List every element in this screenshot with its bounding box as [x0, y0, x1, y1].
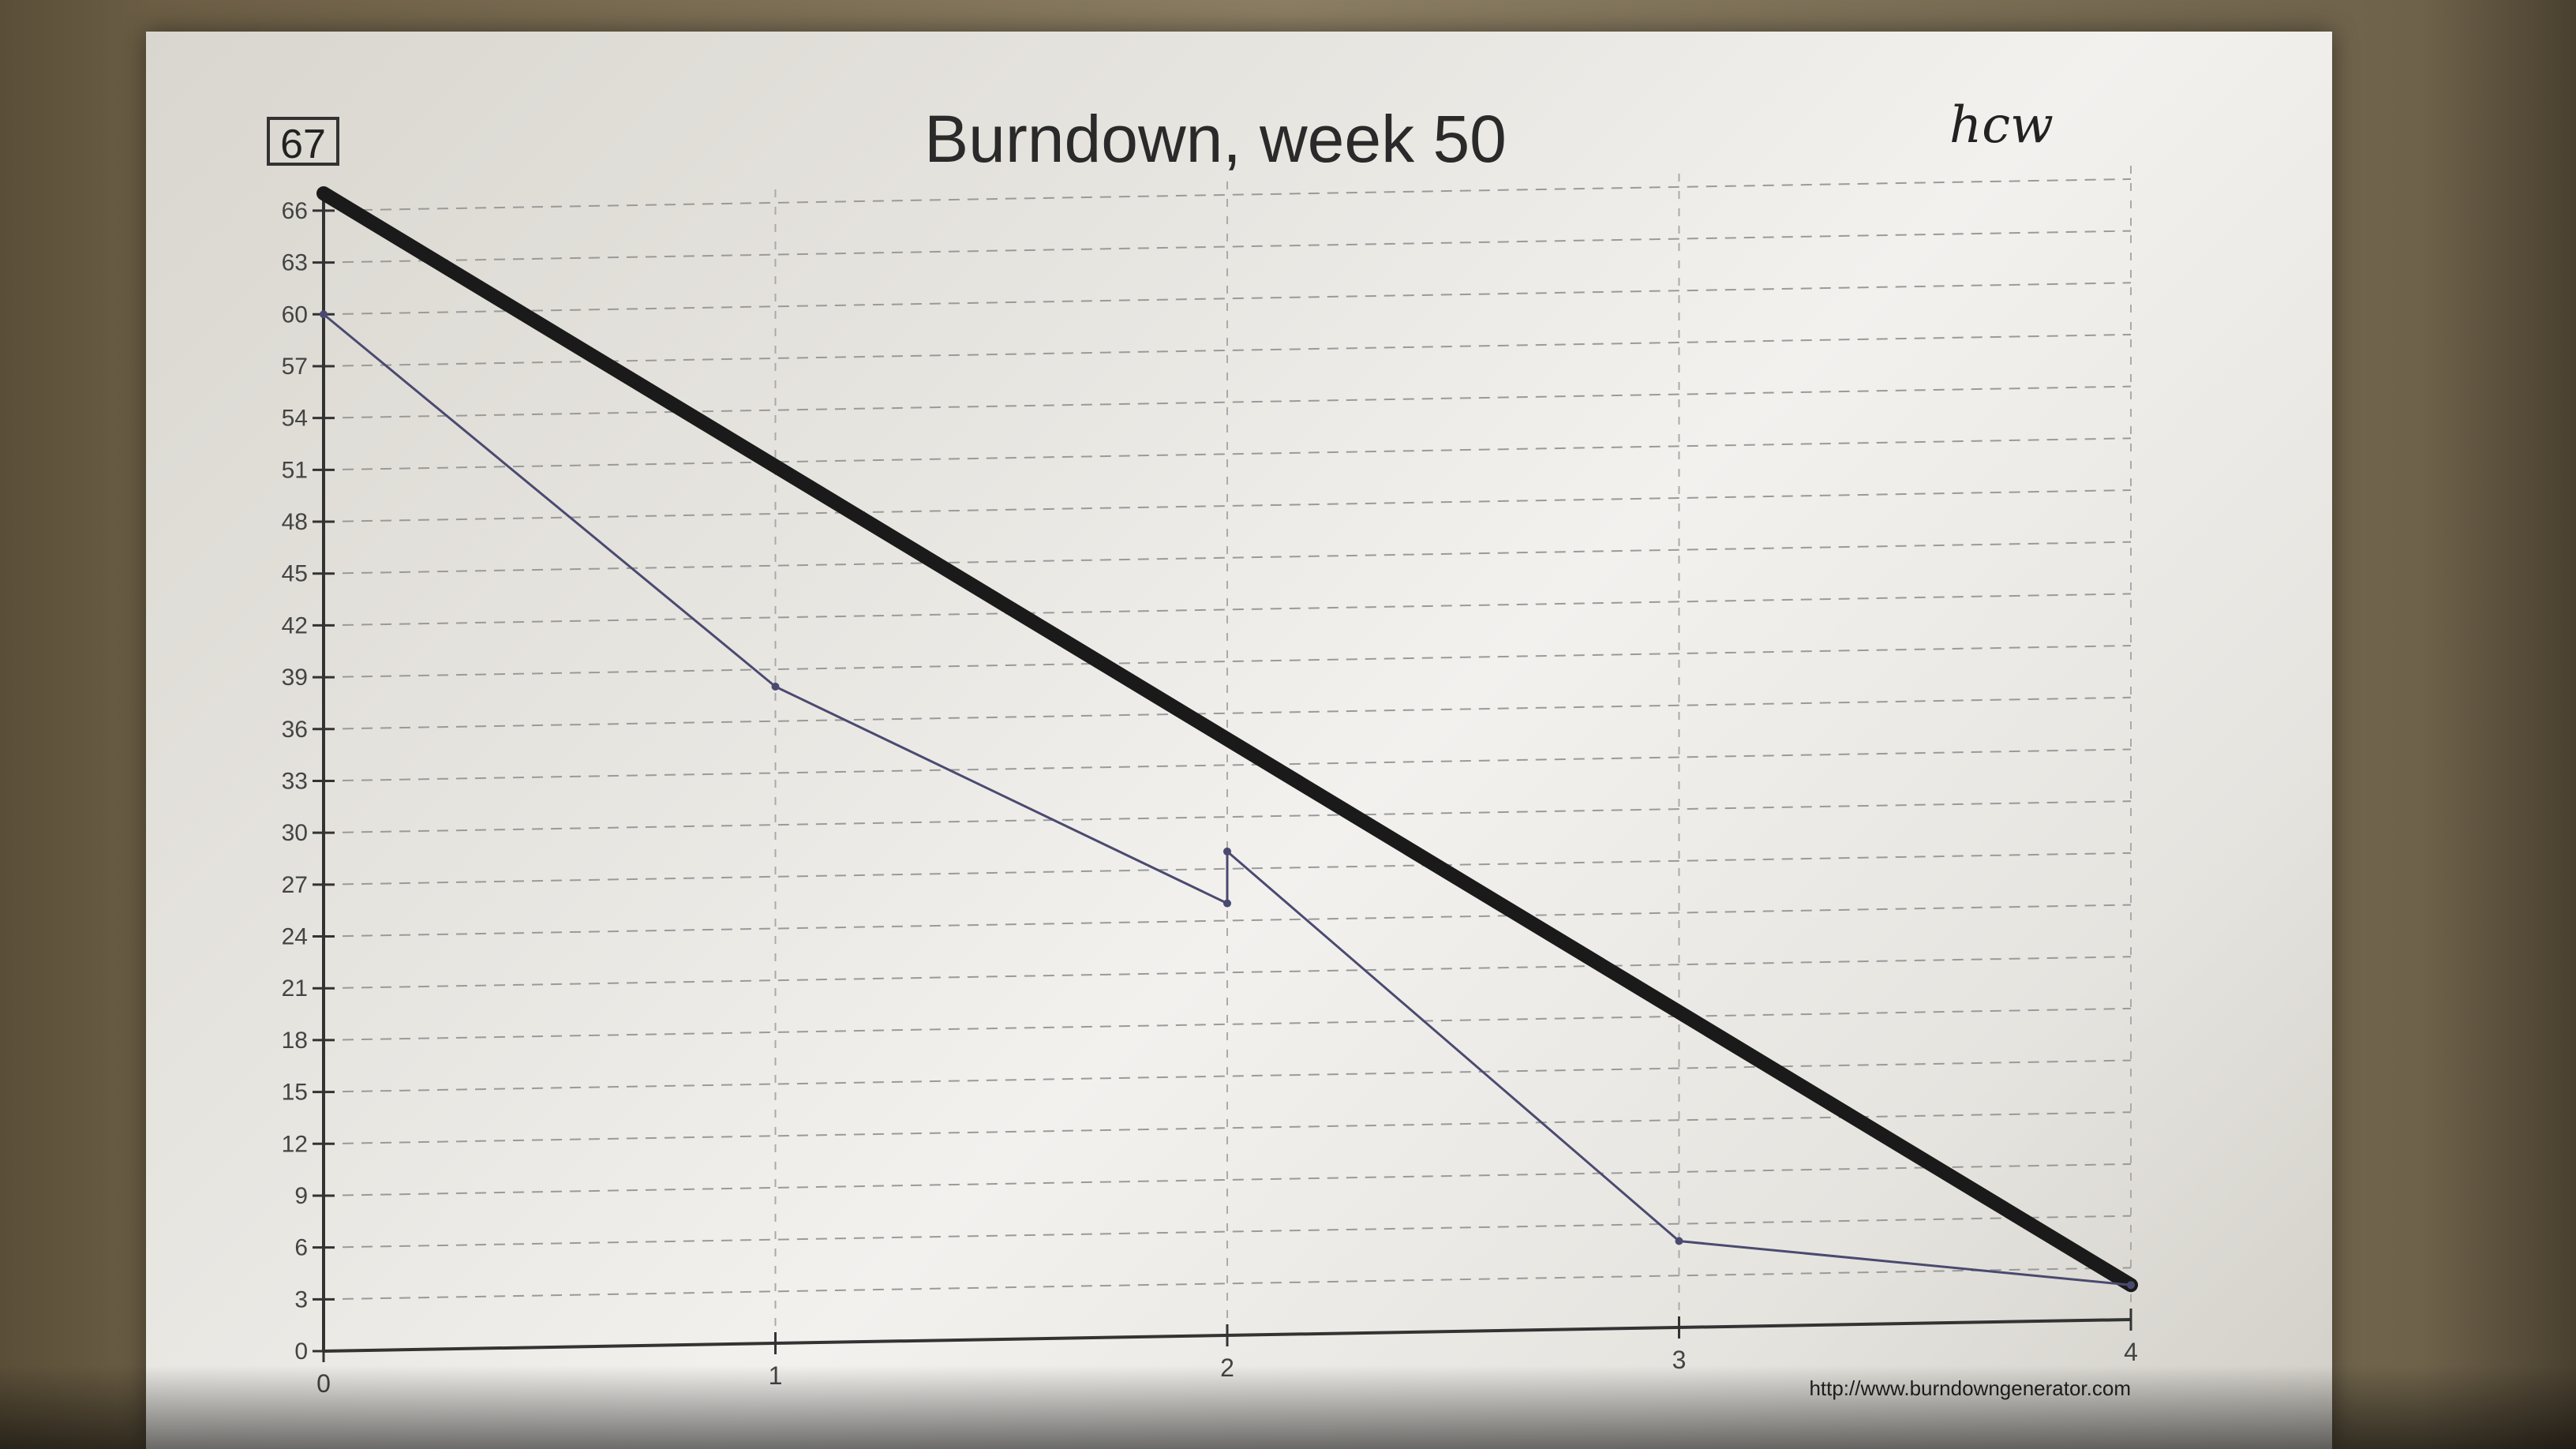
grid-line-h: [323, 1059, 2132, 1093]
badge-label: 67: [280, 122, 326, 167]
grid-line-h: [323, 282, 2132, 316]
grid-line-h: [323, 178, 2132, 212]
grid-line-h: [323, 333, 2132, 367]
y-tick-label: 33: [282, 768, 308, 794]
badge: 67: [267, 117, 339, 167]
ticks: 0369121518212427303336394245485154576063…: [282, 198, 2138, 1398]
x-tick-label: 3: [1672, 1346, 1687, 1374]
grid-line-h: [323, 748, 2132, 782]
grid-line-h: [323, 800, 2132, 834]
y-tick-label: 60: [282, 301, 308, 328]
y-tick-label: 45: [282, 561, 308, 587]
y-tick-label: 63: [282, 250, 308, 276]
y-tick-label: 30: [282, 820, 308, 846]
x-tick-label: 0: [316, 1369, 331, 1398]
grid-line-h: [323, 696, 2132, 730]
grid-line-h: [323, 852, 2132, 886]
grid-line-h: [323, 904, 2132, 938]
badge-box: [267, 117, 339, 166]
actual-data-point: [320, 310, 328, 319]
y-tick-label: 12: [282, 1131, 308, 1157]
y-tick-label: 21: [282, 975, 308, 1002]
grid-line-h: [323, 1215, 2132, 1249]
y-tick-label: 39: [282, 665, 308, 691]
y-tick-label: 15: [282, 1080, 308, 1106]
grid-line-h: [323, 1267, 2132, 1301]
actual-data-point: [1223, 847, 1231, 856]
grid-line-h: [323, 593, 2132, 627]
y-tick-label: 6: [294, 1235, 308, 1261]
grid-line-h: [323, 956, 2132, 990]
x-tick-label: 2: [1220, 1354, 1234, 1382]
y-tick-label: 51: [282, 457, 308, 483]
grid-line-h: [323, 1163, 2132, 1196]
y-tick-label: 42: [282, 612, 308, 638]
grid-line-h: [323, 1007, 2132, 1041]
grid-line-h: [323, 1111, 2132, 1145]
grid-line-h: [323, 230, 2132, 264]
y-tick-label: 0: [294, 1339, 308, 1365]
x-tick-label: 1: [769, 1361, 783, 1390]
x-tick-label: 4: [2124, 1338, 2138, 1366]
actual-data-point: [2127, 1281, 2135, 1290]
actual-series-line: [322, 313, 2132, 1286]
actual-data-point: [1223, 899, 1231, 908]
ideal-series-line: [316, 186, 2138, 1293]
grid-line-h: [323, 437, 2132, 471]
grid-line-h: [323, 541, 2132, 575]
y-tick-label: 3: [294, 1286, 308, 1312]
chart-title: Burndown, week 50: [924, 102, 1507, 176]
y-tick-label: 36: [282, 717, 308, 743]
ideal-data-point: [318, 188, 329, 199]
y-tick-label: 57: [282, 354, 308, 380]
y-tick-label: 24: [282, 924, 308, 950]
actual-data-point: [771, 682, 780, 691]
y-tick-label: 9: [294, 1183, 308, 1209]
y-tick-label: 66: [282, 198, 308, 224]
grid-line-h: [323, 645, 2132, 679]
source-url: http://www.burndowngenerator.com: [1809, 1376, 2131, 1400]
handwritten-signature: hcw: [1949, 96, 2054, 155]
grid: [323, 162, 2132, 1343]
y-tick-label: 27: [282, 872, 308, 898]
y-tick-label: 18: [282, 1028, 308, 1054]
y-tick-label: 48: [282, 509, 308, 535]
grid-line-h: [323, 385, 2132, 419]
series: [316, 186, 2138, 1293]
grid-line-h: [323, 489, 2132, 523]
actual-data-point: [1675, 1237, 1683, 1245]
y-tick-label: 54: [282, 406, 308, 432]
